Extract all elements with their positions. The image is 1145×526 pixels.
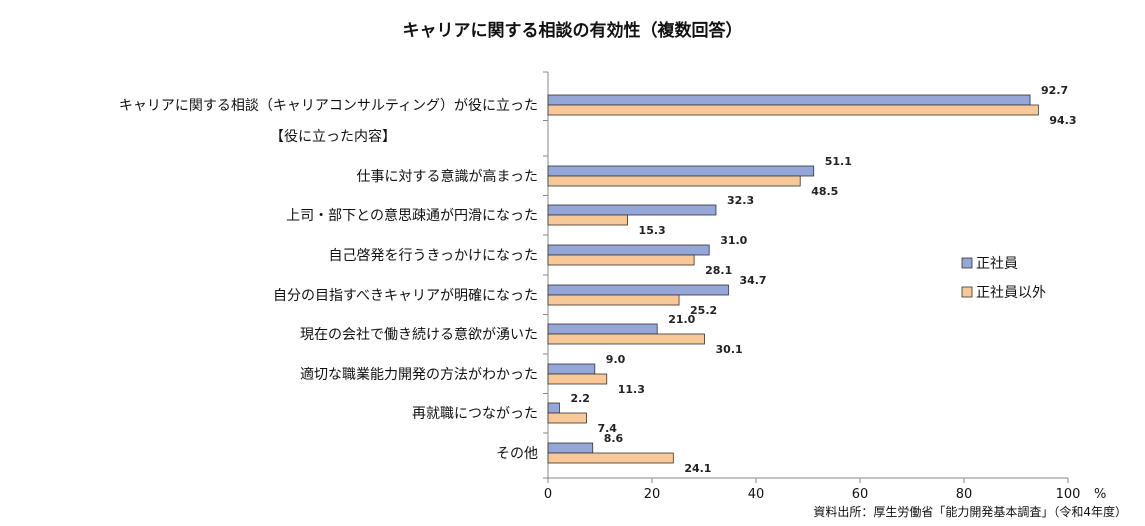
data-label: 2.2 xyxy=(570,392,590,405)
bar-seishain xyxy=(547,284,729,296)
legend-entry: 正社員 xyxy=(976,256,1018,272)
bar-seishain xyxy=(547,442,594,454)
data-label: 92.7 xyxy=(1041,84,1068,97)
bar-seishain xyxy=(547,244,710,256)
data-label: 31.0 xyxy=(720,234,747,247)
data-label: 25.2 xyxy=(690,304,717,317)
x-tick-label: 20 xyxy=(644,487,661,502)
data-label: 9.0 xyxy=(606,353,626,366)
chart-title: キャリアに関する相談の有効性（複数回答） xyxy=(402,21,743,41)
x-tick-label: 100 xyxy=(1056,487,1081,502)
bar-seishain xyxy=(547,323,658,335)
category-label: 仕事に対する意識が高まった xyxy=(357,168,538,185)
data-label: 8.6 xyxy=(604,432,624,445)
x-tick-label: 40 xyxy=(748,487,765,502)
bar-seishain xyxy=(547,363,596,375)
section-header-label: 【役に立った内容】 xyxy=(270,128,396,145)
data-label: 28.1 xyxy=(705,264,732,277)
bar-seishain xyxy=(547,94,1031,106)
category-label: 自分の目指すべきキャリアが明確になった xyxy=(273,288,538,304)
bar-seishain-igai xyxy=(547,254,695,266)
category-label: 現在の会社で働き続ける意欲が湧いた xyxy=(300,326,538,343)
data-label: 11.3 xyxy=(618,383,645,396)
x-axis-unit: % xyxy=(1094,487,1106,502)
bar-seishain-igai xyxy=(547,175,801,187)
data-label: 24.1 xyxy=(684,462,711,475)
bar-seishain-igai xyxy=(547,294,680,306)
x-tick-label: 0 xyxy=(544,487,552,502)
data-label: 94.3 xyxy=(1049,114,1076,127)
legend-swatch-seishain-igai xyxy=(961,286,973,298)
bar-seishain-igai xyxy=(547,412,587,424)
data-label: 15.3 xyxy=(639,224,666,237)
category-label: 適切な職業能力開発の方法がわかった xyxy=(300,366,538,383)
category-label: その他 xyxy=(496,446,538,462)
bar-seishain xyxy=(547,165,815,177)
bar-seishain-igai xyxy=(547,333,705,345)
legend-swatch-seishain xyxy=(961,257,973,269)
x-tick-label: 60 xyxy=(852,487,869,502)
bar-seishain-igai xyxy=(547,373,608,385)
source-note: 資料出所：厚生労働省「能力開発基本調査」（令和4年度） xyxy=(813,505,1127,519)
data-label: 30.1 xyxy=(716,343,743,356)
data-label: 48.5 xyxy=(811,185,838,198)
legend-entry: 正社員以外 xyxy=(976,285,1046,301)
bar-seishain xyxy=(547,204,717,216)
category-label: 再就職につながった xyxy=(412,406,538,422)
data-label: 21.0 xyxy=(668,313,695,326)
data-label: 32.3 xyxy=(727,194,754,207)
bar-seishain xyxy=(547,402,560,414)
category-label: キャリアに関する相談（キャリアコンサルティング）が役に立った xyxy=(119,98,538,114)
data-label: 51.1 xyxy=(825,155,852,168)
x-tick-label: 80 xyxy=(956,487,973,502)
bar-seishain-igai xyxy=(547,214,628,226)
data-label: 34.7 xyxy=(739,274,766,287)
data-label: 7.4 xyxy=(597,422,617,435)
bar-seishain-igai xyxy=(547,104,1039,116)
bar-seishain-igai xyxy=(547,452,674,464)
category-label: 自己啓発を行うきっかけになった xyxy=(329,248,538,264)
category-label: 上司・部下との意思疎通が円滑になった xyxy=(286,207,538,224)
